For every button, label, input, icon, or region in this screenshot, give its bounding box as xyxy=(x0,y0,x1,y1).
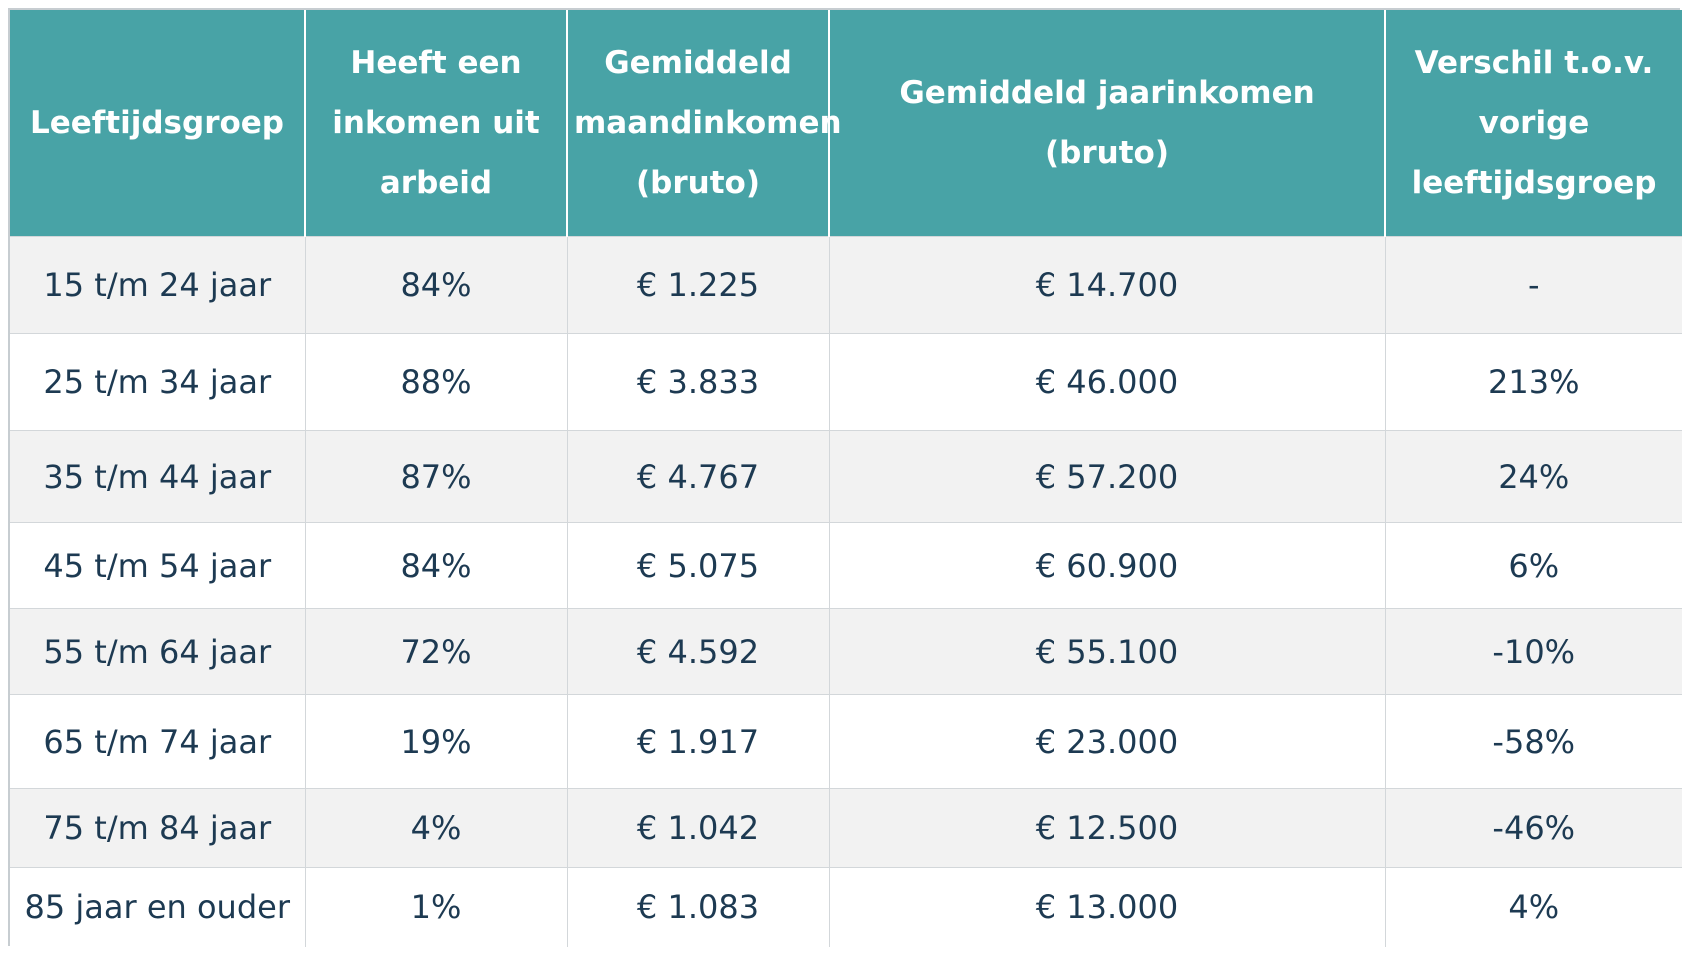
cell-difference: -46% xyxy=(1385,788,1682,868)
cell-annual-income: € 14.700 xyxy=(829,236,1386,334)
table-header-row: Leeftijdsgroep Heeft een inkomen uit arb… xyxy=(10,10,1682,237)
cell-annual-income: € 12.500 xyxy=(829,788,1386,868)
cell-has-income: 4% xyxy=(305,788,568,868)
cell-annual-income: € 13.000 xyxy=(829,867,1386,947)
cell-age-group: 75 t/m 84 jaar xyxy=(10,788,306,868)
cell-has-income: 84% xyxy=(305,522,568,609)
table-row: 45 t/m 54 jaar 84% € 5.075 € 60.900 6% xyxy=(10,522,1682,609)
table-row: 75 t/m 84 jaar 4% € 1.042 € 12.500 -46% xyxy=(10,788,1682,868)
column-header-monthly-income: Gemiddeld maandinkomen (bruto) xyxy=(567,10,842,237)
cell-difference: 6% xyxy=(1385,522,1682,609)
table-row: 65 t/m 74 jaar 19% € 1.917 € 23.000 -58% xyxy=(10,694,1682,789)
cell-monthly-income: € 1.225 xyxy=(567,236,830,334)
cell-monthly-income: € 5.075 xyxy=(567,522,830,609)
cell-has-income: 87% xyxy=(305,430,568,523)
cell-monthly-income: € 1.042 xyxy=(567,788,830,868)
cell-monthly-income: € 4.592 xyxy=(567,608,830,695)
cell-difference: 4% xyxy=(1385,867,1682,947)
cell-annual-income: € 57.200 xyxy=(829,430,1386,523)
column-header-has-income: Heeft een inkomen uit arbeid xyxy=(305,10,568,237)
cell-age-group: 55 t/m 64 jaar xyxy=(10,608,306,695)
column-header-annual-income: Gemiddeld jaarinkomen (bruto) xyxy=(829,10,1386,237)
cell-has-income: 19% xyxy=(305,694,568,789)
cell-difference: 24% xyxy=(1385,430,1682,523)
table-row: 15 t/m 24 jaar 84% € 1.225 € 14.700 - xyxy=(10,236,1682,334)
cell-difference: -10% xyxy=(1385,608,1682,695)
cell-has-income: 84% xyxy=(305,236,568,334)
table-body: 15 t/m 24 jaar 84% € 1.225 € 14.700 - 25… xyxy=(10,236,1682,947)
table-row: 55 t/m 64 jaar 72% € 4.592 € 55.100 -10% xyxy=(10,608,1682,695)
table-row: 35 t/m 44 jaar 87% € 4.767 € 57.200 24% xyxy=(10,430,1682,523)
cell-annual-income: € 46.000 xyxy=(829,333,1386,431)
cell-annual-income: € 60.900 xyxy=(829,522,1386,609)
cell-has-income: 1% xyxy=(305,867,568,947)
cell-age-group: 35 t/m 44 jaar xyxy=(10,430,306,523)
cell-has-income: 72% xyxy=(305,608,568,695)
cell-has-income: 88% xyxy=(305,333,568,431)
cell-age-group: 25 t/m 34 jaar xyxy=(10,333,306,431)
cell-difference: - xyxy=(1385,236,1682,334)
cell-annual-income: € 23.000 xyxy=(829,694,1386,789)
cell-monthly-income: € 4.767 xyxy=(567,430,830,523)
column-header-difference: Verschil t.o.v. vorige leeftijdsgroep xyxy=(1385,10,1682,237)
income-table: Leeftijdsgroep Heeft een inkomen uit arb… xyxy=(10,10,1682,947)
cell-difference: 213% xyxy=(1385,333,1682,431)
cell-annual-income: € 55.100 xyxy=(829,608,1386,695)
column-header-age-group: Leeftijdsgroep xyxy=(10,10,306,237)
cell-age-group: 15 t/m 24 jaar xyxy=(10,236,306,334)
cell-monthly-income: € 1.917 xyxy=(567,694,830,789)
table-row: 25 t/m 34 jaar 88% € 3.833 € 46.000 213% xyxy=(10,333,1682,431)
table-row: 85 jaar en ouder 1% € 1.083 € 13.000 4% xyxy=(10,867,1682,947)
cell-monthly-income: € 3.833 xyxy=(567,333,830,431)
cell-difference: -58% xyxy=(1385,694,1682,789)
cell-age-group: 45 t/m 54 jaar xyxy=(10,522,306,609)
cell-age-group: 85 jaar en ouder xyxy=(10,867,306,947)
cell-monthly-income: € 1.083 xyxy=(567,867,830,947)
income-table-container: Leeftijdsgroep Heeft een inkomen uit arb… xyxy=(8,8,1682,947)
cell-age-group: 65 t/m 74 jaar xyxy=(10,694,306,789)
